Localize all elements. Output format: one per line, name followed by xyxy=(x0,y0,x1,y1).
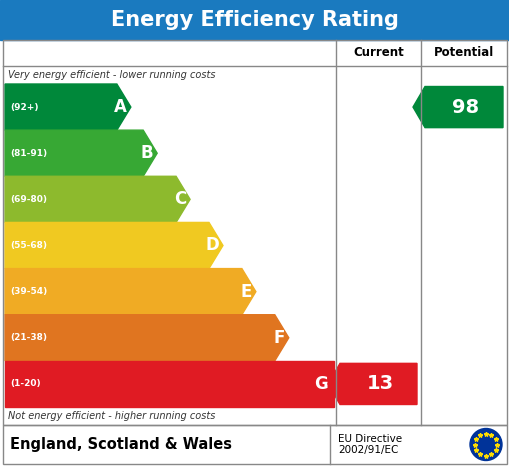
Text: (81-91): (81-91) xyxy=(10,149,47,158)
Text: Very energy efficient - lower running costs: Very energy efficient - lower running co… xyxy=(8,70,215,80)
Polygon shape xyxy=(413,86,503,127)
Circle shape xyxy=(470,429,502,460)
Text: EU Directive: EU Directive xyxy=(338,434,402,445)
Text: England, Scotland & Wales: England, Scotland & Wales xyxy=(10,437,232,452)
Bar xyxy=(3,425,507,464)
Text: Energy Efficiency Rating: Energy Efficiency Rating xyxy=(110,10,399,30)
Text: (55-68): (55-68) xyxy=(10,241,47,250)
Polygon shape xyxy=(5,361,334,407)
Text: G: G xyxy=(314,375,328,393)
Polygon shape xyxy=(5,176,190,222)
Text: Not energy efficient - higher running costs: Not energy efficient - higher running co… xyxy=(8,411,215,421)
Polygon shape xyxy=(5,130,157,176)
Text: (21-38): (21-38) xyxy=(10,333,47,342)
Text: (39-54): (39-54) xyxy=(10,287,47,296)
Polygon shape xyxy=(5,222,223,269)
Text: A: A xyxy=(114,98,127,116)
Polygon shape xyxy=(5,84,131,130)
Text: (92+): (92+) xyxy=(10,103,39,112)
Polygon shape xyxy=(5,315,289,361)
Text: F: F xyxy=(273,329,285,347)
Text: 13: 13 xyxy=(367,375,394,393)
Bar xyxy=(3,40,507,425)
Text: (69-80): (69-80) xyxy=(10,195,47,204)
Bar xyxy=(0,0,509,40)
Text: Current: Current xyxy=(353,47,404,59)
Text: C: C xyxy=(174,191,186,208)
Text: (1-20): (1-20) xyxy=(10,379,41,389)
Text: E: E xyxy=(241,283,252,301)
Text: 2002/91/EC: 2002/91/EC xyxy=(338,446,399,455)
Text: Potential: Potential xyxy=(434,47,494,59)
Polygon shape xyxy=(328,363,417,404)
Text: B: B xyxy=(140,144,153,162)
Polygon shape xyxy=(5,269,256,315)
Text: D: D xyxy=(205,236,219,255)
Text: 98: 98 xyxy=(453,98,479,117)
